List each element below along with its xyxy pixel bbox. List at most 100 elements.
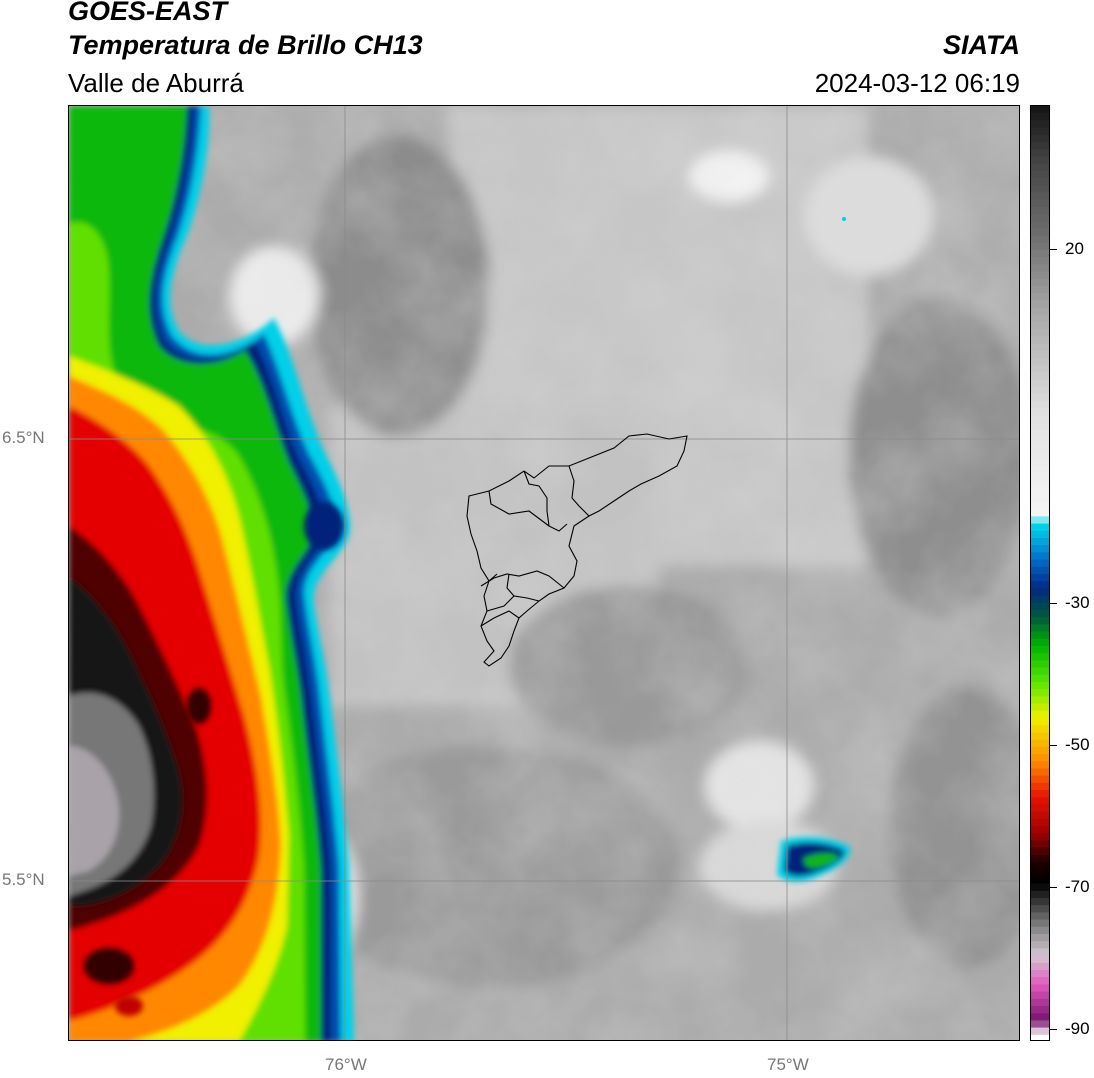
colorbar-step: [1031, 782, 1049, 791]
colorbar-step: [1031, 790, 1049, 798]
aburra-valley-boundaries: [466, 433, 688, 667]
colorbar-step: [1031, 689, 1049, 697]
colorbar-step: [1031, 538, 1049, 546]
colorbar-label-minus50: -50: [1065, 735, 1090, 754]
colorbar-step: [1031, 502, 1049, 510]
colorbar-tick-minus70: [1050, 887, 1057, 888]
colorbar-step: [1031, 1006, 1049, 1014]
lat-label-5-5n: 5.5°N: [2, 870, 45, 889]
colorbar-label-20: 20: [1065, 239, 1084, 258]
colorbar-step: [1031, 955, 1049, 964]
colorbar-step: [1031, 595, 1049, 604]
colorbar-step: [1031, 566, 1049, 575]
colorbar-step: [1031, 235, 1049, 244]
municipal-line: [568, 465, 590, 517]
colorbar-step: [1031, 804, 1049, 813]
colorbar-step: [1031, 530, 1049, 539]
colorbar-step: [1031, 818, 1049, 827]
colorbar-step: [1031, 919, 1049, 928]
colorbar-step: [1031, 228, 1049, 237]
colorbar-step: [1031, 264, 1049, 273]
small-cell-green: [803, 853, 839, 868]
colorbar-step: [1031, 840, 1049, 849]
satellite-title: GOES-EAST: [68, 0, 228, 26]
colorbar-step: [1031, 761, 1049, 769]
colorbar-step: [1031, 934, 1049, 942]
municipal-line: [488, 573, 498, 582]
colorbar-step: [1031, 588, 1049, 597]
colorbar-step: [1031, 984, 1049, 993]
municipal-line: [480, 570, 565, 589]
municipal-line: [480, 610, 520, 627]
colorbar-step: [1031, 638, 1049, 647]
colorbar-step: [1031, 178, 1049, 186]
colorbar-step: [1031, 451, 1049, 460]
graticule: [69, 106, 1019, 1040]
colorbar-step: [1031, 156, 1049, 165]
colorbar-step: [1031, 185, 1049, 193]
colorbar-step: [1031, 826, 1049, 834]
colorbar-step: [1031, 746, 1049, 755]
colorbar-step: [1031, 631, 1049, 640]
colorbar-step: [1031, 948, 1049, 957]
colorbar-step: [1031, 559, 1049, 568]
colorbar-step: [1031, 998, 1049, 1007]
colorbar-step: [1031, 883, 1049, 892]
colorbar-tick-minus90: [1050, 1029, 1057, 1030]
cold-cell: [115, 996, 143, 1016]
colorbar-step: [1031, 1027, 1049, 1036]
colorbar-step: [1031, 242, 1049, 251]
colorbar-step: [1031, 545, 1049, 553]
colorbar-step: [1031, 487, 1049, 496]
cold-cell: [187, 688, 211, 724]
colorbar-step: [1031, 322, 1049, 330]
colorbar-step: [1031, 307, 1049, 316]
colorbar-step: [1031, 1013, 1049, 1021]
colorbar-step: [1031, 127, 1049, 136]
colorbar-step: [1031, 682, 1049, 690]
colorbar-step: [1031, 386, 1049, 395]
cold-cell: [304, 502, 344, 550]
colorbar-step: [1031, 221, 1049, 229]
colorbar-step: [1031, 847, 1049, 856]
colorbar-gradient: [1031, 106, 1049, 1040]
colorbar-step: [1031, 394, 1049, 402]
colorbar-step: [1031, 710, 1049, 719]
colorbar-step: [1031, 286, 1049, 294]
colorbar-step: [1031, 869, 1049, 877]
colorbar-step: [1031, 624, 1049, 633]
colorbar-step: [1031, 444, 1049, 453]
colorbar-step: [1031, 646, 1049, 654]
colorbar-step: [1031, 350, 1049, 359]
colorbar-step: [1031, 343, 1049, 352]
colorbar-step: [1031, 833, 1049, 841]
colorbar-step: [1031, 718, 1049, 726]
colorbar-step: [1031, 336, 1049, 345]
colorbar-step: [1031, 358, 1049, 366]
colorbar-step: [1031, 142, 1049, 150]
municipal-line: [523, 470, 568, 532]
colorbar-step: [1031, 653, 1049, 661]
colorbar-step: [1031, 134, 1049, 143]
colorbar-step: [1031, 163, 1049, 172]
colorbar-step: [1031, 300, 1049, 309]
colorbar-step: [1031, 458, 1049, 467]
contour-band-light-gray: [69, 746, 120, 876]
colorbar-step: [1031, 797, 1049, 805]
colorbar-step: [1031, 408, 1049, 417]
colorbar-step: [1031, 120, 1049, 129]
colorbar-step: [1031, 581, 1049, 589]
colorbar-step: [1031, 912, 1049, 921]
colorbar-step: [1031, 876, 1049, 885]
colorbar-step: [1031, 365, 1049, 373]
colorbar-label-minus30: -30: [1065, 593, 1090, 612]
colorbar-label-minus70: -70: [1065, 877, 1090, 896]
colorbar-step: [1031, 149, 1049, 157]
colorbar-step: [1031, 437, 1049, 445]
colorbar-step: [1031, 775, 1049, 784]
colorbar-step: [1031, 192, 1049, 201]
colorbar-step: [1031, 977, 1049, 985]
satellite-map: [68, 105, 1020, 1041]
product-title: Temperatura de Brillo CH13: [68, 30, 423, 60]
colorbar-step: [1031, 926, 1049, 935]
